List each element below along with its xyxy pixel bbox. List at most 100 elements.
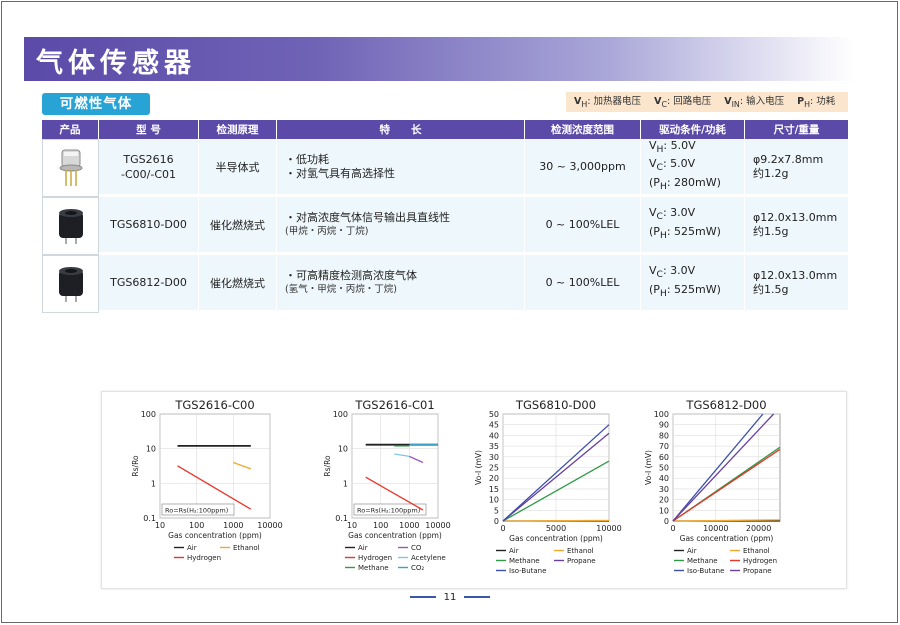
size-cell: φ12.0x13.0mm 约1.5g (745, 255, 849, 313)
size-cell: φ12.0x13.0mm 约1.5g (745, 197, 849, 255)
page-number: 11 (0, 592, 900, 603)
header-model: 型 号 (99, 120, 199, 139)
plot-frame (159, 413, 271, 519)
table-header-row: 产品 型 号 检测原理 特 长 检测浓度范围 驱动条件/功耗 尺寸/重量 (42, 120, 849, 139)
y-tick-label: 100 (654, 410, 669, 419)
y-tick-label: 40 (659, 474, 669, 483)
legend-vc: VC: 回路电压 (654, 96, 712, 109)
product-image-cell (42, 255, 99, 313)
x-tick-label: 10 (347, 521, 357, 530)
x-axis-label: Gas concentration (ppm) (509, 534, 603, 543)
y-tick-label: 15 (489, 485, 499, 494)
legend-label: Acetylene (411, 554, 446, 562)
y-axis-label: Vo-I (mV) (474, 450, 483, 485)
plot-frame (351, 413, 439, 519)
x-tick-label: 10000 (257, 521, 282, 530)
x-tick-label: 10 (155, 521, 165, 530)
model-cell: TGS6812-D00 (99, 255, 199, 313)
y-tick-label: 40 (489, 431, 499, 440)
series-line (672, 413, 775, 522)
y-tick-label: 1 (151, 479, 156, 488)
title-banner: 气体传感器 (24, 37, 854, 81)
legend-label: Air (509, 547, 519, 555)
y-tick-label: 60 (659, 453, 669, 462)
header-features: 特 长 (277, 120, 525, 139)
legend-label: Iso-Butane (687, 567, 724, 575)
drive-line: VC: 3.0V (649, 264, 696, 281)
range-cell: 0 ~ 100%LEL (525, 197, 641, 255)
header-product: 产品 (42, 120, 99, 139)
series-line (177, 465, 252, 510)
series-line (233, 461, 252, 470)
range-cell: 0 ~ 100%LEL (525, 255, 641, 313)
model-cell: TGS6810-D00 (99, 197, 199, 255)
y-tick-label: 50 (659, 464, 669, 473)
y-tick-label: 0.1 (335, 514, 348, 523)
y-tick-label: 0 (494, 517, 499, 526)
y-axis-label: Rs/Ro (131, 455, 140, 477)
x-tick-label: 1000 (223, 521, 243, 530)
x-tick-label: 0 (500, 524, 505, 533)
product-image-cell (42, 197, 99, 255)
y-tick-label: 100 (333, 410, 348, 419)
feature-line: ・可高精度检测高浓度气体 (285, 268, 417, 282)
header-principle: 检测原理 (199, 120, 277, 139)
x-tick-label: 100 (189, 521, 204, 530)
product-image-cell (42, 139, 99, 197)
feature-line: ・低功耗 (285, 152, 329, 166)
legend-label: CO (411, 544, 422, 552)
legend-label: Methane (358, 564, 389, 572)
header-range: 检测浓度范围 (525, 120, 641, 139)
weight-line: 约1.5g (753, 224, 789, 238)
section-label: 可燃性气体 (42, 93, 150, 115)
size-line: φ12.0x13.0mm (753, 210, 838, 224)
symbol-legend: VH: 加热器电压 VC: 回路电压 VIN: 输入电压 PH: 功耗 (566, 92, 848, 112)
chart-title: TGS2616-C00 (174, 398, 254, 412)
feature-line: (氢气・甲烷・丙烷・丁烷) (285, 283, 397, 295)
series-line (502, 519, 610, 522)
drive-cell: VC: 3.0V (PH: 525mW) (641, 197, 745, 255)
series-line (394, 453, 410, 458)
page-dash-right (464, 596, 491, 598)
x-tick-label: 1000 (399, 521, 419, 530)
y-tick-label: 20 (489, 474, 499, 483)
annotation-text: Ro=Rs(H₂:100ppm) (165, 507, 228, 515)
y-tick-label: 10 (659, 506, 669, 515)
product-table: 产品 型 号 检测原理 特 长 检测浓度范围 驱动条件/功耗 尺寸/重量 (42, 120, 849, 313)
y-tick-label: 35 (489, 442, 499, 451)
x-tick-label: 5000 (546, 524, 566, 533)
y-tick-label: 20 (659, 496, 669, 505)
legend-ph: PH: 功耗 (797, 96, 836, 109)
page-number-text: 11 (443, 592, 457, 603)
legend-label: Air (687, 547, 697, 555)
size-cell: φ9.2x7.8mm 约1.2g (745, 139, 849, 197)
principle-cell: 催化燃烧式 (199, 255, 277, 313)
drive-line: VC: 3.0V (649, 206, 696, 223)
legend-label: Air (187, 544, 197, 552)
legend-label: CO₂ (411, 564, 424, 572)
range-cell: 30 ~ 3,000ppm (525, 139, 641, 197)
table-row: TGS2616 -C00/-C01 半导体式 ・低功耗 ・对氢气具有高选择性 3… (42, 139, 849, 197)
chart-title: TGS6810-D00 (515, 398, 596, 412)
series-line (672, 448, 781, 522)
series-line (365, 476, 424, 511)
legend-label: Hydrogen (187, 554, 221, 562)
tgs6812-sensor-icon (58, 267, 83, 302)
model-line: -C00/-C01 (121, 167, 176, 181)
drive-cell: VH: 5.0V VC: 5.0V (PH: 280mW) (641, 139, 745, 197)
y-tick-label: 0.1 (143, 514, 156, 523)
legend-label: Iso-Butane (509, 567, 546, 575)
annotation-box (161, 503, 235, 516)
y-tick-label: 30 (659, 485, 669, 494)
size-line: φ12.0x13.0mm (753, 268, 838, 282)
legend-label: Propane (567, 557, 596, 565)
feature-line: (甲烷・丙烷・丁烷) (285, 225, 369, 237)
y-axis-label: Vo-I (mV) (644, 450, 653, 485)
series-line (672, 519, 781, 522)
y-tick-label: 25 (489, 464, 499, 473)
legend-label: Methane (687, 557, 718, 565)
series-line (502, 424, 610, 522)
series-line (409, 455, 424, 464)
drive-line: (PH: 280mW) (649, 175, 721, 192)
y-tick-label: 50 (489, 410, 499, 419)
